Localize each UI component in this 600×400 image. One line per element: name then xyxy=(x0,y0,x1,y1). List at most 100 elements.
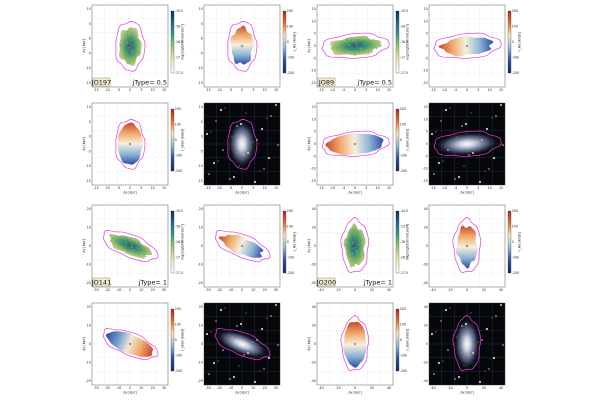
x-tick-label: 15 xyxy=(387,186,391,190)
y-tick-label: -15 xyxy=(311,81,316,85)
colorbar-tick-label: 100 xyxy=(400,323,406,327)
colorbar-tick-label: 200 xyxy=(512,9,518,13)
jo89-image-panel: 15 10 5 0 -5 -10 -15 -15 -10 -5 0 5 10 15 Δx [kpc] xyxy=(419,100,527,196)
x-tick-label: -15 xyxy=(430,186,435,190)
y-tick-label: 0 xyxy=(426,142,428,146)
jo89-vstar-plot: 15 10 5 0 -5 -10 -15-15 -10 -5 0 5 10 15 Δx [kpc] Δy [… xyxy=(307,102,410,195)
y-tick-label: 10 xyxy=(424,117,428,121)
x-tick-label: 5 xyxy=(477,186,479,190)
y-tick-label: 10 xyxy=(312,117,316,121)
y-tick-label: 5 xyxy=(89,22,91,26)
jo197-name-tag: JO197 xyxy=(91,78,111,86)
x-tick-label: -40 xyxy=(318,386,323,390)
y-tick-label: -10 xyxy=(198,66,203,70)
colorbar-tick-label: -17 xyxy=(175,56,180,60)
colorbar-tick-label: 200 xyxy=(400,107,406,111)
y-tick-label: -20 xyxy=(311,263,316,267)
x-tick-label: 0 xyxy=(241,186,243,190)
y-tick-label: 10 xyxy=(87,105,91,109)
colorbar-tick-label: 200 xyxy=(287,9,293,13)
jo200-image-plot: 40 20 0 -20 -40-40 -20 0 20 40 Δx [kpc] xyxy=(423,302,506,395)
x-tick-label: 30 xyxy=(274,288,278,292)
y-tick-label: -10 xyxy=(311,69,316,73)
colorbar-label: v_stars [km/s] xyxy=(181,329,185,352)
colorbar-tick-label: 100 xyxy=(287,225,293,229)
jo89-vgas-plot: 15 10 5 0 -5 -10 -15-15 -10 -5 0 5 10 15 200 100 0 -100 -… xyxy=(423,4,522,92)
y-tick-label: 10 xyxy=(87,324,91,328)
y-tick-label: 0 xyxy=(314,44,316,48)
x-tick-label: 0 xyxy=(354,288,356,292)
colorbar-tick-label: -17 xyxy=(400,56,405,60)
y-tick-label: -10 xyxy=(86,66,91,70)
colorbar-tick-label: 200 xyxy=(512,209,518,213)
y-tick-label: -20 xyxy=(423,263,428,267)
x-tick-label: -15 xyxy=(205,186,210,190)
x-axis-label: Δx [kpc] xyxy=(348,391,361,395)
colorbar-tick-label: 0 xyxy=(287,40,289,44)
y-tick-label: 0 xyxy=(89,135,91,139)
x-tick-label: 15 xyxy=(274,186,278,190)
x-tick-label: 5 xyxy=(477,88,479,92)
colorbar-label: log[erg/s/cm²/arcsec²] xyxy=(181,224,185,259)
jo89-halpha-colorbar xyxy=(395,10,400,74)
jo200-contour xyxy=(340,216,370,274)
colorbar-label: log[erg/s/cm²/arcsec²] xyxy=(181,24,185,59)
jo200-contour xyxy=(340,314,370,372)
y-tick-label: 40 xyxy=(312,305,316,309)
jo141-halpha-colorbar xyxy=(170,210,175,274)
x-tick-label: 0 xyxy=(129,88,131,92)
jo89-jtype-label: jType= 0.5 xyxy=(356,78,392,86)
x-tick-label: 10 xyxy=(488,186,492,190)
x-tick-label: 40 xyxy=(387,288,391,292)
x-tick-label: -5 xyxy=(117,88,120,92)
jo200-vgas-panel: 40 20 0 -20 -40 -40 -20 0 20 40 200 100 0 -100 -200 v_H… xyxy=(419,202,527,298)
colorbar-tick-label: -17.5 xyxy=(400,271,408,275)
x-tick-label: 30 xyxy=(162,386,166,390)
y-tick-label: -10 xyxy=(423,167,428,171)
jo197-halpha-plot: 10 5 0 -5 -10 -15-15 -10 -5 0 5 10 15 Δy [kpc] -15.5 -… xyxy=(82,4,185,92)
colorbar-tick-label: -100 xyxy=(400,154,407,158)
y-tick-label: -5 xyxy=(313,154,316,158)
jo89-vstar-panel: 15 10 5 0 -5 -10 -15 -15 -10 -5 0 5 10 15 Δx [kpc] Δy [… xyxy=(307,100,415,196)
colorbar-tick-label: -200 xyxy=(512,271,519,275)
x-tick-label: -5 xyxy=(342,186,345,190)
y-tick-label: 15 xyxy=(424,105,428,109)
y-tick-label: -20 xyxy=(423,361,428,365)
colorbar-tick-label: -14.5 xyxy=(400,209,408,213)
colorbar-tick-label: -17.5 xyxy=(175,71,183,75)
y-tick-label: 5 xyxy=(314,130,316,134)
jo197-contour xyxy=(227,21,258,72)
y-tick-label: 20 xyxy=(199,305,203,309)
x-tick-label: 10 xyxy=(488,88,492,92)
x-tick-label: -40 xyxy=(318,288,323,292)
colorbar-label: v_stars [km/s] xyxy=(181,129,185,152)
x-tick-label: -5 xyxy=(454,186,457,190)
y-tick-label: 40 xyxy=(312,207,316,211)
jo200-halpha-panel: 40 20 0 -20 -40 -40 -20 0 20 40 Δy [kpc] -14.5 -15.5… xyxy=(307,202,415,298)
x-tick-label: -10 xyxy=(330,186,335,190)
x-tick-label: -20 xyxy=(217,288,222,292)
y-tick-label: 0 xyxy=(314,142,316,146)
colorbar-tick-label: -16 xyxy=(400,240,405,244)
y-tick-label: 40 xyxy=(424,305,428,309)
x-axis-label: Δx [kpc] xyxy=(460,391,473,395)
y-axis-label: Δy [kpc] xyxy=(82,137,86,150)
y-tick-label: 10 xyxy=(199,7,203,11)
jo200-contour xyxy=(452,314,482,372)
jo141-contour xyxy=(214,328,271,361)
x-tick-label: 20 xyxy=(263,386,267,390)
colorbar-tick-label: -200 xyxy=(512,71,519,75)
colorbar-tick-label: -17 xyxy=(175,256,180,260)
y-tick-label: -40 xyxy=(423,281,428,285)
x-tick-label: -20 xyxy=(105,386,110,390)
colorbar-tick-label: 100 xyxy=(175,123,181,127)
jo200-vgas-colorbar xyxy=(507,210,512,274)
colorbar-tick-label: 100 xyxy=(512,225,518,229)
jo141-vstar-colorbar xyxy=(170,308,175,372)
y-tick-label: -5 xyxy=(425,154,428,158)
x-tick-label: -20 xyxy=(447,386,452,390)
y-tick-label: -5 xyxy=(200,51,203,55)
